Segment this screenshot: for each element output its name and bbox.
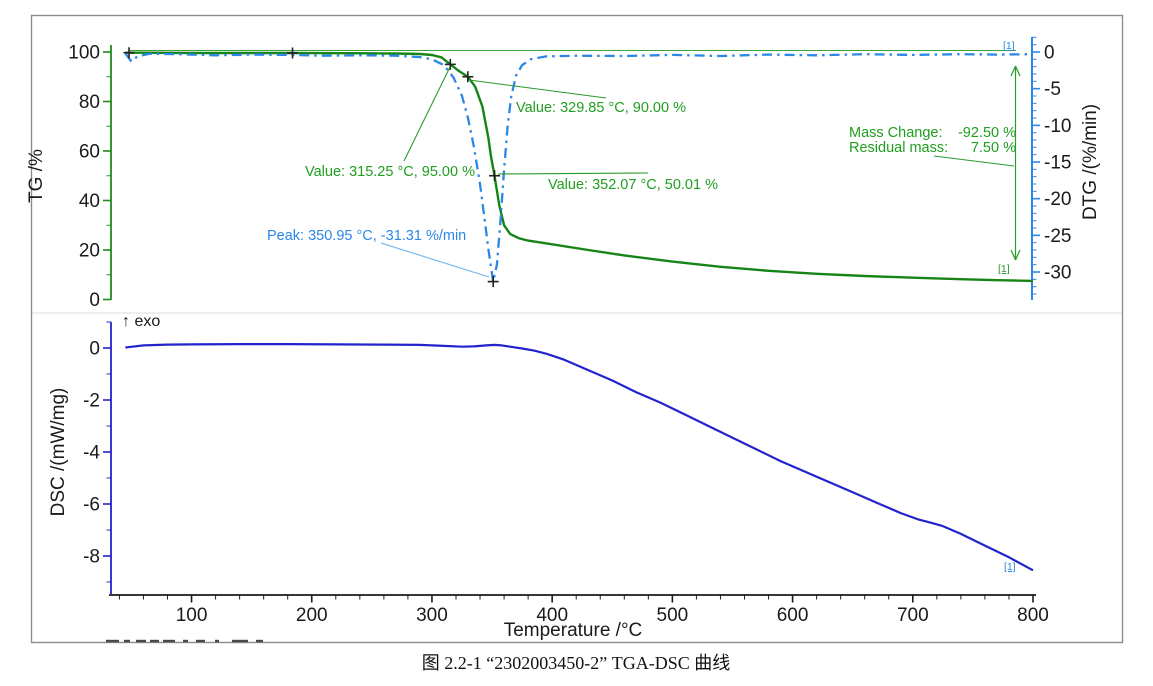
svg-text:700: 700 <box>897 605 929 626</box>
svg-text:-4: -4 <box>83 443 100 464</box>
svg-text:300: 300 <box>416 605 448 626</box>
svg-text:-6: -6 <box>83 495 100 516</box>
residual-mass-value: 7.50 % <box>971 140 1016 156</box>
svg-text:500: 500 <box>657 605 689 626</box>
annotation-value-329: Value: 329.85 °C, 90.00 % <box>516 100 686 116</box>
svg-text:0: 0 <box>1044 43 1055 64</box>
svg-text:40: 40 <box>79 191 100 212</box>
leader-line-352 <box>497 172 649 175</box>
dtg-axis-ticks: 0 -5 -10 -15 -20 -25 -30 <box>1032 36 1071 295</box>
svg-text:-30: -30 <box>1044 263 1071 284</box>
leader-line-315 <box>403 66 451 162</box>
svg-text:0: 0 <box>89 290 100 311</box>
tg-curve <box>125 51 1034 283</box>
figure-frame <box>30 14 1124 644</box>
figure-caption: 图 2.2-1 “2302003450-2” TGA-DSC 曲线 <box>422 653 730 673</box>
dtg-axis-title: DTG /(%/min) <box>1080 104 1101 220</box>
svg-text:-25: -25 <box>1044 226 1071 247</box>
svg-text:100: 100 <box>68 43 100 64</box>
svg-text:0: 0 <box>89 339 100 360</box>
svg-text:60: 60 <box>79 142 100 163</box>
svg-text:400: 400 <box>536 605 568 626</box>
dtg-curve-ref-label: [1] <box>1003 40 1015 52</box>
dsc-curve <box>125 343 1034 572</box>
tg-axis-ticks: 100 80 60 40 20 0 <box>68 43 111 311</box>
tg-axis-title: TG /% <box>26 149 47 203</box>
residual-mass-label: Residual mass: <box>849 140 948 156</box>
svg-text:-15: -15 <box>1044 153 1071 174</box>
leader-line-peak <box>380 242 490 278</box>
svg-text:600: 600 <box>777 605 809 626</box>
svg-text:-8: -8 <box>83 547 100 568</box>
svg-text:20: 20 <box>79 241 100 262</box>
svg-text:800: 800 <box>1017 605 1049 626</box>
mass-change-label: Mass Change: <box>849 125 943 141</box>
dsc-curve-ref-label: [1] <box>1004 561 1016 573</box>
x-axis-title: Temperature /°C <box>504 620 643 641</box>
mass-change-value: -92.50 % <box>958 125 1016 141</box>
svg-text:200: 200 <box>296 605 328 626</box>
leader-line-mass-change <box>933 155 1015 167</box>
leader-line-329 <box>468 79 607 99</box>
svg-text:80: 80 <box>79 92 100 113</box>
annotation-value-315: Value: 315.25 °C, 95.00 % <box>305 164 475 180</box>
svg-text:-5: -5 <box>1044 79 1061 100</box>
clipped-footnote-fragments <box>106 639 263 643</box>
svg-text:-2: -2 <box>83 391 100 412</box>
mass-change-bracket <box>1010 65 1021 261</box>
annotation-dtg-peak: Peak: 350.95 °C, -31.31 %/min <box>267 228 466 244</box>
dtg-curve <box>124 52 1034 283</box>
annotation-value-352: Value: 352.07 °C, 50.01 % <box>548 177 718 193</box>
tg-curve-ref-label: [1] <box>998 263 1010 275</box>
dsc-axis-ticks: 0 -2 -4 -6 -8 <box>83 321 111 583</box>
exo-direction-label: ↑ exo <box>122 313 160 330</box>
svg-text:-10: -10 <box>1044 116 1071 137</box>
svg-text:100: 100 <box>176 605 208 626</box>
data-markers <box>123 47 501 288</box>
svg-text:-20: -20 <box>1044 189 1071 210</box>
dsc-axis-title: DSC /(mW/mg) <box>48 388 69 517</box>
x-axis-ticks: 100 200 300 400 500 600 700 800 <box>118 595 1049 626</box>
